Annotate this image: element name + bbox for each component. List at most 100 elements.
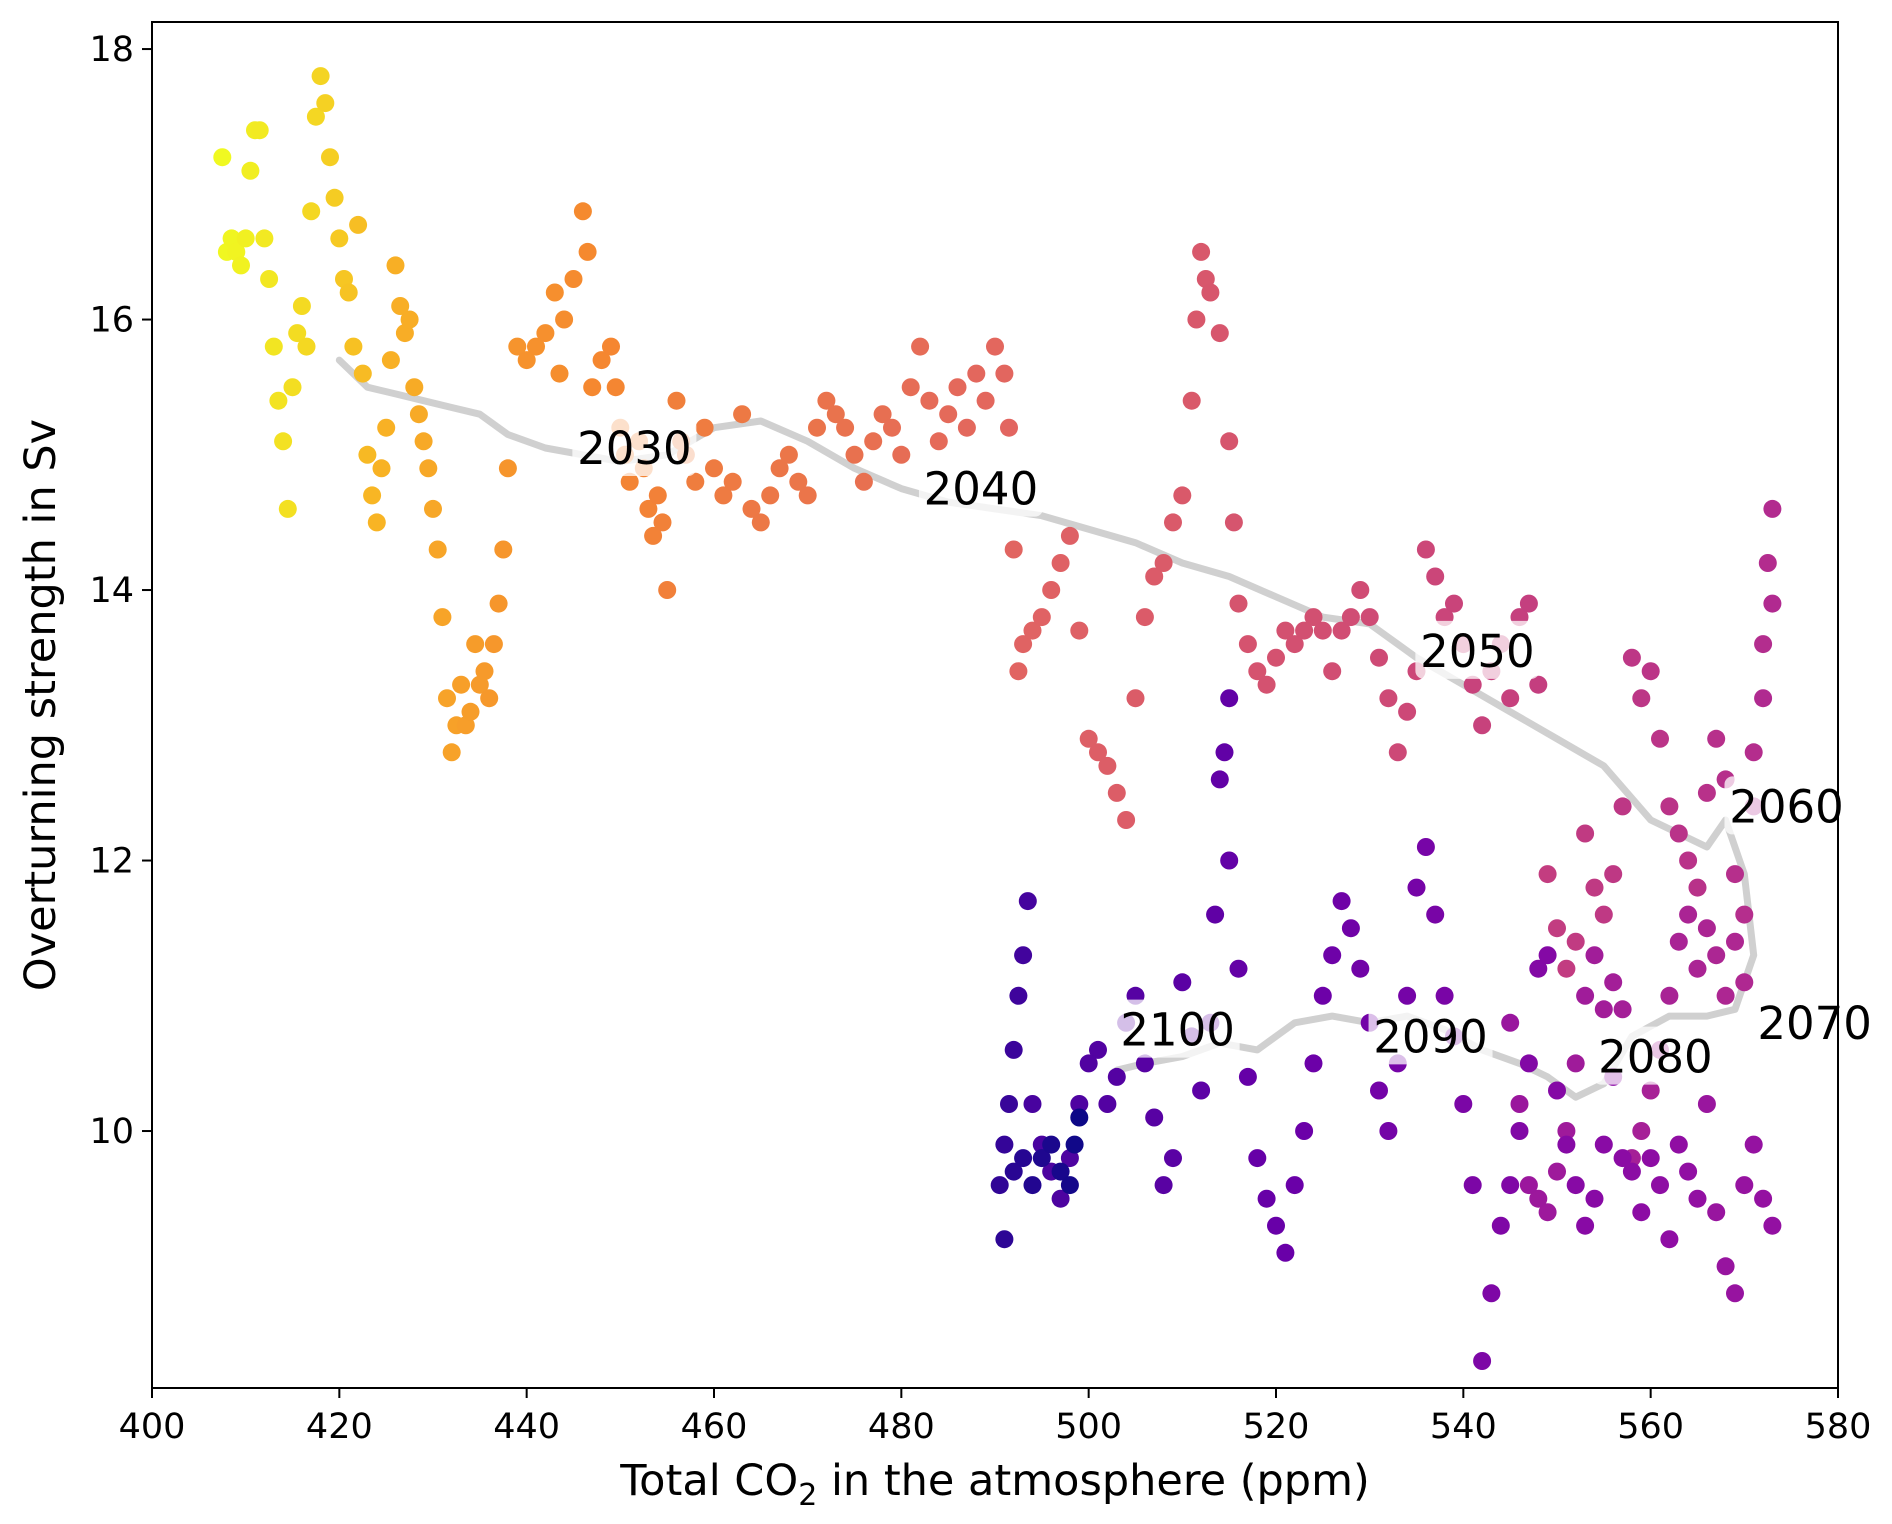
point-group-9	[1491, 594, 1688, 978]
data-point	[339, 283, 358, 302]
data-point	[452, 675, 471, 694]
data-point	[1042, 1135, 1061, 1154]
data-point	[1519, 594, 1538, 613]
data-point	[1032, 1149, 1051, 1168]
plot-frame	[151, 21, 1839, 1389]
x-tick-label: 520	[1243, 1407, 1310, 1447]
point-group-16	[990, 892, 1089, 1249]
data-point	[1651, 1176, 1669, 1195]
data-point	[1164, 1149, 1182, 1168]
point-group-10	[1679, 499, 1782, 1005]
data-point	[1726, 865, 1744, 884]
data-point	[1079, 1054, 1098, 1073]
data-point	[1679, 1162, 1698, 1181]
data-point	[1060, 1149, 1079, 1168]
data-point	[1154, 1176, 1173, 1195]
data-point	[1051, 1162, 1070, 1181]
data-point	[1435, 986, 1454, 1005]
data-point	[1641, 1149, 1660, 1168]
data-point	[1117, 811, 1136, 829]
data-point	[424, 499, 442, 518]
data-point	[1154, 554, 1173, 572]
data-point	[1248, 662, 1267, 681]
data-point	[1566, 1176, 1585, 1195]
data-point	[573, 202, 592, 221]
x-axis-ticks: 400 420 440 460 480 500 520 540 560 580	[119, 1388, 1872, 1447]
data-point	[929, 432, 948, 451]
data-point	[1735, 1176, 1754, 1195]
x-tick-label: 580	[1805, 1407, 1872, 1447]
point-group-1	[306, 67, 414, 532]
data-point	[311, 67, 330, 86]
data-point	[1079, 729, 1098, 748]
data-point	[470, 675, 489, 694]
data-point	[648, 486, 667, 505]
data-point	[1548, 1162, 1566, 1181]
data-point	[1135, 1054, 1154, 1073]
data-point	[1004, 1040, 1023, 1059]
data-point	[372, 459, 391, 478]
data-point	[1548, 1081, 1566, 1100]
data-point	[1370, 648, 1388, 667]
point-group-2	[400, 310, 508, 762]
data-point	[995, 1135, 1014, 1154]
data-point	[1688, 959, 1707, 978]
data-point	[1313, 986, 1332, 1005]
data-point	[494, 540, 513, 559]
data-point	[1210, 324, 1229, 343]
data-point	[1098, 756, 1117, 775]
data-point	[363, 486, 382, 505]
data-point	[770, 459, 789, 478]
data-point	[1688, 878, 1707, 897]
data-point	[395, 324, 414, 343]
data-point	[527, 337, 545, 356]
data-point	[484, 635, 503, 654]
data-point	[1585, 878, 1604, 897]
data-point	[1707, 1203, 1726, 1222]
data-point	[302, 202, 321, 221]
data-point	[1473, 1352, 1492, 1370]
data-point	[391, 297, 410, 315]
data-point	[1379, 689, 1398, 708]
year-label-bg	[1724, 776, 1849, 835]
data-point	[1697, 919, 1716, 938]
data-point	[325, 188, 344, 207]
data-point	[1576, 824, 1595, 843]
data-point	[1229, 594, 1248, 613]
data-point	[1669, 824, 1688, 843]
data-point	[278, 499, 297, 518]
data-point	[1651, 729, 1669, 748]
data-point	[1735, 905, 1754, 924]
data-point	[1594, 905, 1613, 924]
data-point	[1014, 946, 1033, 965]
data-point	[1622, 648, 1641, 667]
data-point	[1716, 986, 1735, 1005]
data-point	[1360, 608, 1379, 627]
data-point	[1182, 391, 1201, 410]
data-point	[536, 324, 555, 343]
data-point	[1313, 621, 1332, 640]
data-point	[1145, 1108, 1164, 1127]
x-tick-label: 560	[1617, 1407, 1684, 1447]
data-point	[1267, 1216, 1285, 1235]
data-point	[1210, 770, 1229, 789]
year-label-2100: 2100	[1120, 1004, 1235, 1057]
data-point	[695, 418, 714, 437]
data-point	[653, 513, 672, 532]
data-point	[1192, 242, 1211, 261]
data-point	[578, 242, 597, 261]
data-point	[1379, 1122, 1398, 1140]
data-point	[1042, 581, 1061, 599]
data-point	[1332, 892, 1351, 911]
data-point	[602, 337, 620, 356]
data-point	[1295, 621, 1314, 640]
data-point	[250, 121, 269, 140]
data-point	[1388, 743, 1407, 762]
data-point	[1370, 1081, 1388, 1100]
data-point	[381, 351, 400, 370]
data-point	[901, 378, 920, 397]
data-point	[321, 148, 339, 167]
data-point	[1641, 662, 1660, 681]
data-point	[990, 1176, 1009, 1195]
